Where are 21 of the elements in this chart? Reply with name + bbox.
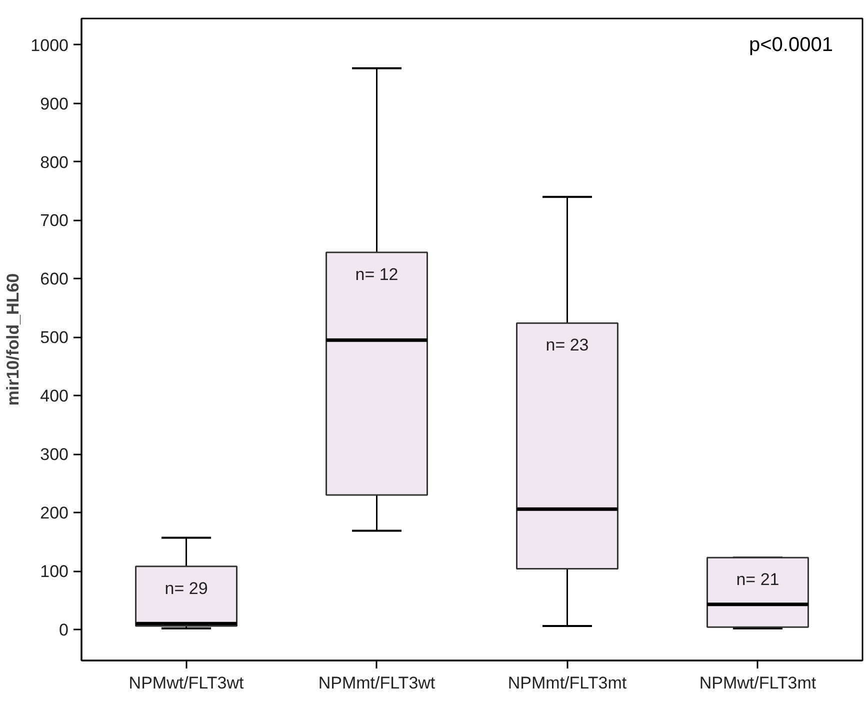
y-tick-label: 500 bbox=[40, 328, 69, 348]
y-tick-label: 100 bbox=[40, 562, 69, 582]
y-tick-label: 800 bbox=[40, 152, 69, 172]
y-tick-label: 1000 bbox=[30, 36, 69, 55]
x-tick-label: NPMwt/FLT3wt bbox=[128, 674, 244, 692]
annotation: n= 23 bbox=[546, 336, 589, 355]
y-tick-label: 700 bbox=[40, 211, 69, 230]
annotation: n= 21 bbox=[736, 570, 780, 590]
annotation: n= 29 bbox=[164, 578, 208, 598]
x-tick-label: NPMmt/FLT3mt bbox=[508, 674, 627, 692]
y-axis-title: mir10/fold_HL60 bbox=[4, 273, 23, 406]
y-tick-label: 200 bbox=[40, 504, 69, 523]
annotation: p<0.0001 bbox=[749, 34, 833, 56]
y-tick-label: 900 bbox=[40, 94, 69, 114]
y-tick-label: 600 bbox=[40, 270, 69, 289]
y-tick-label: 0 bbox=[59, 620, 69, 640]
x-tick-label: NPMmt/FLT3wt bbox=[318, 674, 436, 692]
x-tick-label: NPMwt/FLT3mt bbox=[699, 674, 816, 692]
annotation: n= 12 bbox=[355, 264, 398, 284]
y-tick-label: 400 bbox=[40, 386, 69, 406]
y-tick-label: 300 bbox=[40, 445, 69, 464]
